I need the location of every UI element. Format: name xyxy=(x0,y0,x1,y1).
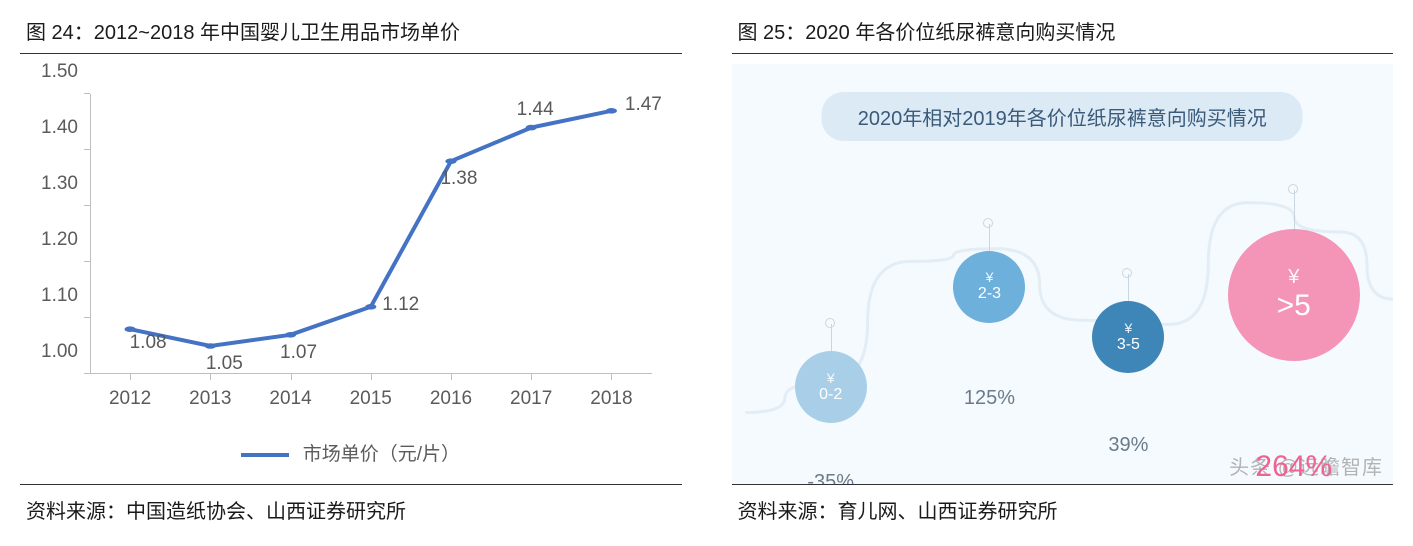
legend-swatch xyxy=(241,453,289,457)
legend-label: 市场单价（元/片） xyxy=(303,444,460,465)
price-range: >5 xyxy=(1277,289,1311,324)
y-tick-label: 1.00 xyxy=(41,341,78,363)
y-tick-label: 1.50 xyxy=(41,61,78,83)
y-tick-label: 1.10 xyxy=(41,285,78,307)
line-path-svg xyxy=(90,94,652,374)
data-label: 1.05 xyxy=(206,353,243,375)
data-label: 1.08 xyxy=(130,332,167,354)
infographic-body: 2020年相对2019年各价位纸尿裤意向购买情况 头条 @远瞻智库 ¥0-2-3… xyxy=(732,64,1394,484)
y-tick-label: 1.30 xyxy=(41,173,78,195)
percent-label: 264% xyxy=(1255,450,1332,484)
y-tick-label: 1.40 xyxy=(41,117,78,139)
line-chart: 1.00 1.10 1.20 1.30 1.40 1.50 1.08 1.05 1.07 1.1… xyxy=(20,64,682,484)
x-tick-label: 2014 xyxy=(269,388,311,410)
price-range: 3-5 xyxy=(1117,336,1140,354)
price-tag: ¥>5 xyxy=(1228,229,1360,361)
infographic-banner: 2020年相对2019年各价位纸尿裤意向购买情况 xyxy=(822,92,1303,141)
x-axis: 2012 2013 2014 2015 2016 2017 2018 xyxy=(90,384,652,414)
x-tick-label: 2013 xyxy=(189,388,231,410)
plot-area: 1.081.051.071.121.381.441.47 xyxy=(90,94,652,374)
price-range: 2-3 xyxy=(978,285,1001,303)
right-chart-body: 2020年相对2019年各价位纸尿裤意向购买情况 头条 @远瞻智库 ¥0-2-3… xyxy=(732,54,1394,484)
data-label: 1.38 xyxy=(440,168,477,190)
data-label: 1.12 xyxy=(382,294,419,316)
tag-ring xyxy=(1288,184,1298,194)
x-tick-label: 2015 xyxy=(350,388,392,410)
legend: 市场单价（元/片） xyxy=(20,439,682,466)
left-chart-panel: 图 24：2012~2018 年中国婴儿卫生用品市场单价 1.00 1.10 1.2… xyxy=(20,10,682,524)
data-label: 1.07 xyxy=(280,342,317,364)
yen-symbol: ¥ xyxy=(1288,266,1299,289)
yen-symbol: ¥ xyxy=(827,370,835,386)
x-tick-label: 2012 xyxy=(109,388,151,410)
x-tick-label: 2017 xyxy=(510,388,552,410)
price-tag: ¥3-5 xyxy=(1092,301,1164,373)
price-range: 0-2 xyxy=(819,386,842,404)
left-chart-body: 1.00 1.10 1.20 1.30 1.40 1.50 1.08 1.05 1.07 1.1… xyxy=(20,54,682,484)
data-label: 1.44 xyxy=(517,99,554,121)
tag-string xyxy=(831,324,832,351)
percent-label: 125% xyxy=(964,387,1015,410)
right-chart-title: 图 25：2020 年各价位纸尿裤意向购买情况 xyxy=(732,10,1394,54)
y-axis: 1.001.101.201.301.401.50 xyxy=(20,94,90,374)
data-label: 1.47 xyxy=(625,94,662,116)
right-chart-panel: 图 25：2020 年各价位纸尿裤意向购买情况 2020年相对2019年各价位纸… xyxy=(732,10,1394,524)
price-tag: ¥2-3 xyxy=(953,251,1025,323)
percent-label: 39% xyxy=(1108,434,1148,457)
price-tag: ¥0-2 xyxy=(795,351,867,423)
x-tick-label: 2016 xyxy=(430,388,472,410)
yen-symbol: ¥ xyxy=(986,269,994,285)
left-chart-source: 资料来源：中国造纸协会、山西证券研究所 xyxy=(20,484,682,524)
right-chart-source: 资料来源：育儿网、山西证券研究所 xyxy=(732,484,1394,524)
left-chart-title: 图 24：2012~2018 年中国婴儿卫生用品市场单价 xyxy=(20,10,682,54)
tag-string xyxy=(1128,274,1129,301)
x-tick-label: 2018 xyxy=(590,388,632,410)
percent-label: -35% xyxy=(807,471,854,484)
axis-left xyxy=(90,94,91,374)
y-tick-label: 1.20 xyxy=(41,229,78,251)
tag-string xyxy=(1294,190,1295,229)
yen-symbol: ¥ xyxy=(1124,320,1132,336)
tag-string xyxy=(989,224,990,251)
